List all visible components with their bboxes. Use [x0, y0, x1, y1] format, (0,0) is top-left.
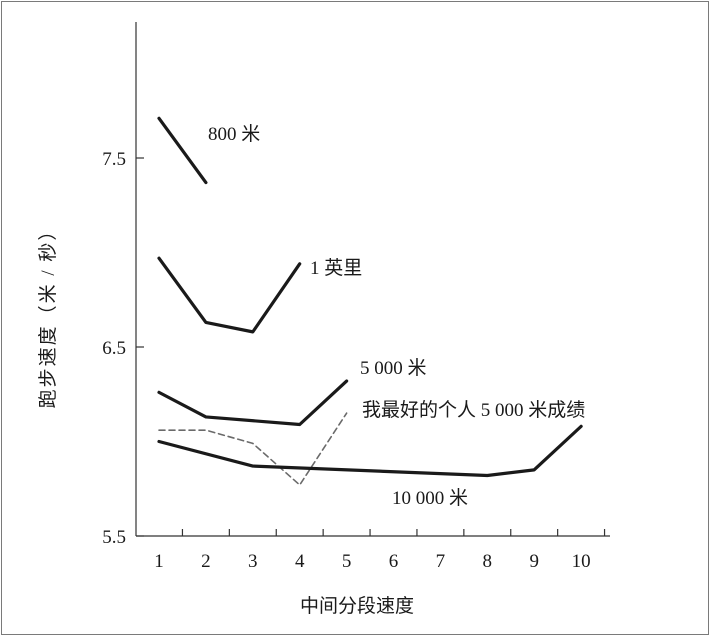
- series-line-4: [158, 412, 348, 486]
- series-label-1: 800 米: [208, 123, 260, 145]
- x-tick-label: 9: [529, 551, 539, 572]
- x-axis-title: 中间分段速度: [300, 595, 414, 617]
- y-tick-label: 7.5: [102, 149, 126, 170]
- series-line-1: [157, 116, 208, 185]
- y-tick-label: 5.5: [102, 527, 126, 548]
- series-label-3: 5 000 米: [360, 357, 427, 379]
- x-tick-label: 3: [248, 551, 258, 572]
- x-tick-label: 2: [201, 551, 211, 572]
- series-label-4: 我最好的个人 5 000 米成绩: [362, 399, 585, 421]
- series-label-2: 1 英里: [310, 257, 362, 279]
- x-tick-label: 1: [154, 551, 164, 572]
- series-line-5: [157, 424, 583, 478]
- axes: 5.5 6.5 7.5 1 2 3 4 5 6 7 8 9 10: [102, 22, 610, 572]
- series-label-5: 10 000 米: [392, 487, 468, 509]
- x-tick-label: 6: [389, 551, 399, 572]
- x-tick-label: 8: [483, 551, 493, 572]
- series-line-2: [157, 256, 302, 334]
- series-layer: [157, 116, 583, 486]
- x-tick-label: 10: [572, 551, 591, 572]
- y-tick-label: 6.5: [102, 338, 126, 359]
- x-tick-label: 7: [436, 551, 446, 572]
- x-tick-label: 5: [342, 551, 352, 572]
- series-line-3: [157, 379, 349, 427]
- y-axis-title: 跑步速度（米 / 秒）: [37, 220, 59, 409]
- x-tick-label: 4: [295, 551, 305, 572]
